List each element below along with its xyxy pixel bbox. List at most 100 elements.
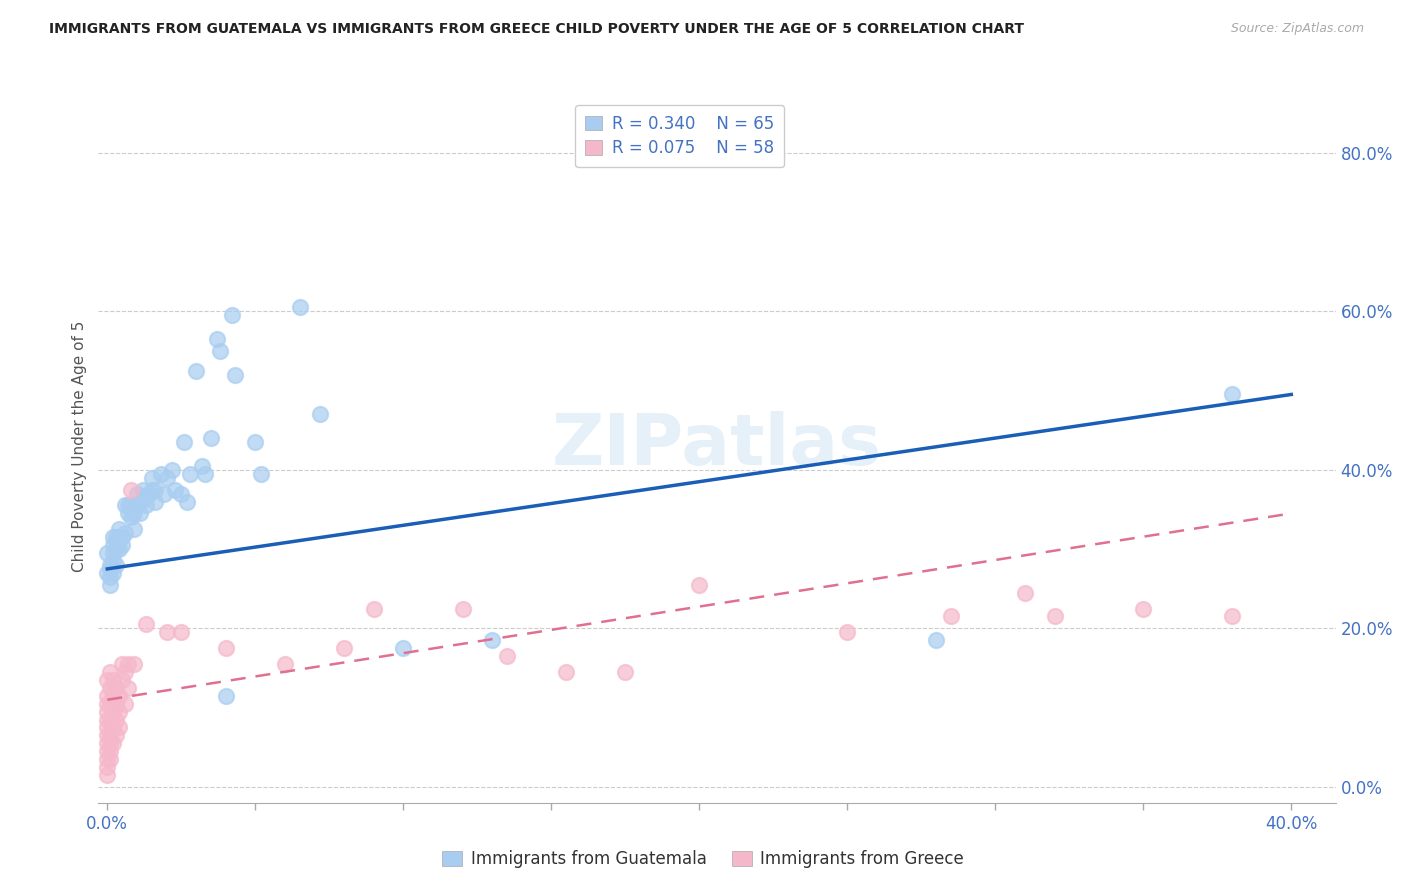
Legend: Immigrants from Guatemala, Immigrants from Greece: Immigrants from Guatemala, Immigrants fr… <box>436 844 970 875</box>
Point <box>103 546 125 560</box>
Point <box>96 744 118 758</box>
Point <box>555 665 578 679</box>
Point <box>105 542 128 557</box>
Point <box>111 673 134 687</box>
Point <box>191 458 214 473</box>
Point <box>184 364 207 378</box>
Point <box>138 486 160 500</box>
Point <box>155 625 177 640</box>
Point <box>96 546 118 560</box>
Point <box>496 649 519 664</box>
Point <box>200 431 222 445</box>
Point <box>250 467 273 481</box>
Point <box>98 728 121 742</box>
Point <box>98 578 121 592</box>
Point <box>1043 609 1066 624</box>
Point <box>98 713 121 727</box>
Point <box>122 657 145 671</box>
Point <box>925 633 948 648</box>
Point <box>170 486 193 500</box>
Point <box>108 530 131 544</box>
Point <box>141 471 163 485</box>
Point <box>108 522 131 536</box>
Point <box>1220 609 1243 624</box>
Point <box>120 510 142 524</box>
Point <box>96 752 118 766</box>
Point <box>688 578 710 592</box>
Point <box>105 681 128 695</box>
Point <box>122 522 145 536</box>
Point <box>108 705 131 719</box>
Point <box>215 689 238 703</box>
Point <box>179 467 201 481</box>
Point <box>105 728 128 742</box>
Point <box>333 641 356 656</box>
Point <box>108 721 131 735</box>
Point <box>155 471 177 485</box>
Point <box>392 641 415 656</box>
Y-axis label: Child Poverty Under the Age of 5: Child Poverty Under the Age of 5 <box>72 320 87 572</box>
Text: IMMIGRANTS FROM GUATEMALA VS IMMIGRANTS FROM GREECE CHILD POVERTY UNDER THE AGE : IMMIGRANTS FROM GUATEMALA VS IMMIGRANTS … <box>49 22 1024 37</box>
Point <box>98 736 121 750</box>
Point <box>114 526 136 541</box>
Point <box>135 499 157 513</box>
Point <box>481 633 503 648</box>
Point <box>98 744 121 758</box>
Point <box>96 728 118 742</box>
Point <box>96 713 118 727</box>
Point <box>96 673 118 687</box>
Point <box>111 538 134 552</box>
Point <box>105 558 128 572</box>
Point <box>98 570 121 584</box>
Point <box>132 483 155 497</box>
Point <box>215 641 238 656</box>
Point <box>96 697 118 711</box>
Point <box>614 665 637 679</box>
Point <box>162 463 184 477</box>
Point <box>128 507 150 521</box>
Point <box>837 625 859 640</box>
Point <box>103 538 125 552</box>
Point <box>103 721 125 735</box>
Point <box>96 721 118 735</box>
Point <box>114 697 136 711</box>
Point <box>143 494 166 508</box>
Point <box>122 507 145 521</box>
Point <box>96 760 118 774</box>
Point <box>149 467 172 481</box>
Point <box>1220 387 1243 401</box>
Point <box>98 681 121 695</box>
Point <box>152 486 174 500</box>
Point <box>132 491 155 505</box>
Point <box>120 499 142 513</box>
Point <box>205 332 228 346</box>
Point <box>96 705 118 719</box>
Point <box>208 343 231 358</box>
Point <box>363 601 385 615</box>
Point <box>117 657 139 671</box>
Point <box>103 705 125 719</box>
Point <box>103 554 125 568</box>
Point <box>98 558 121 572</box>
Point <box>111 530 134 544</box>
Point <box>96 689 118 703</box>
Point <box>98 665 121 679</box>
Point <box>108 689 131 703</box>
Point <box>221 308 243 322</box>
Point <box>105 530 128 544</box>
Point <box>245 435 267 450</box>
Point <box>103 673 125 687</box>
Point <box>288 300 311 314</box>
Point <box>105 697 128 711</box>
Point <box>1014 585 1036 599</box>
Text: Source: ZipAtlas.com: Source: ZipAtlas.com <box>1230 22 1364 36</box>
Point <box>451 601 474 615</box>
Point <box>125 486 148 500</box>
Point <box>96 736 118 750</box>
Point <box>103 736 125 750</box>
Point <box>173 435 195 450</box>
Point <box>128 494 150 508</box>
Legend: R = 0.340    N = 65, R = 0.075    N = 58: R = 0.340 N = 65, R = 0.075 N = 58 <box>575 104 785 168</box>
Point <box>274 657 297 671</box>
Point <box>143 483 166 497</box>
